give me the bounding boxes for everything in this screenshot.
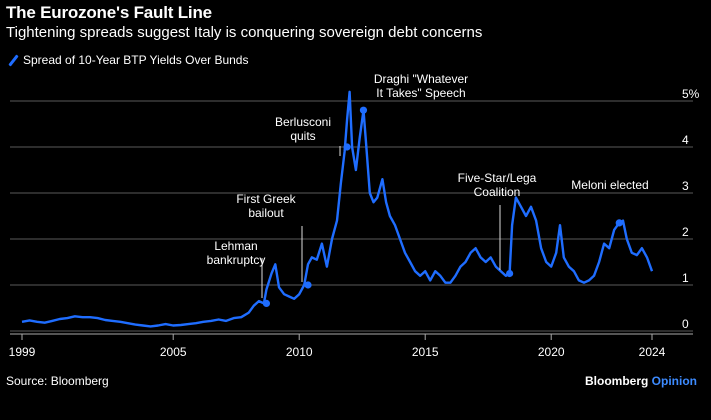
annotation-label-5: Meloni elected [571,178,648,192]
annotation-label-line: Draghi "Whatever [374,72,468,86]
annotation-label-line: Berlusconi [275,115,331,129]
annotation-label-1: First Greek bailout [236,192,296,220]
annotation-label-line: Lehman [214,239,257,253]
annotation-label-line: bailout [248,206,284,220]
x-tick-label-2010: 2010 [286,345,313,359]
annotation-label-line: quits [290,129,315,143]
x-tick-label-2015: 2015 [412,345,439,359]
chart-subtitle: Tightening spreads suggest Italy is conq… [6,24,483,41]
y-tick-label-5: 5% [682,87,700,101]
y-tick-label-1: 1 [682,271,689,285]
annotation-label-line: bankruptcy [207,253,266,267]
annotation-point-3 [359,106,368,114]
x-tick-label-2005: 2005 [160,345,187,359]
legend-label: Spread of 10-Year BTP Yields Over Bunds [23,53,249,67]
annotation-label-line: It Takes" Speech [376,86,465,100]
y-tick-label-4: 4 [682,133,689,147]
y-tick-label-3: 3 [682,179,689,193]
y-tick-label-0: 0 [682,317,689,331]
x-tick-label-2024: 2024 [639,345,666,359]
annotation-point-2 [343,143,351,151]
x-tick-label-2020: 2020 [538,345,565,359]
annotation-label-2: Berlusconi quits [275,115,331,143]
annotation-label-line: Five-Star/Lega [458,171,537,185]
annotation-label-0: Lehman bankruptcy [207,239,266,267]
annotation-label-3: Draghi "Whatever It Takes" Speech [374,72,468,100]
annotation-label-4: Five-Star/Lega Coalition [458,171,537,199]
annotation-point-5 [615,219,623,227]
series-line-btp-spread [21,90,654,328]
annotation-label-line: Meloni elected [571,178,648,192]
annotation-label-line: First Greek [236,192,296,206]
brand-accent: Opinion [651,374,697,388]
brand-logo: Bloomberg Opinion [585,374,697,388]
source-note: Source: Bloomberg [6,374,109,388]
annotation-point-4 [506,269,514,278]
chart-title: The Eurozone's Fault Line [6,3,212,22]
y-tick-label-2: 2 [682,225,689,239]
annotation-point-1 [304,281,312,289]
brand-main: Bloomberg [584,374,649,388]
legend: Spread of 10-Year BTP Yields Over Bunds [8,53,248,67]
annotation-point-0 [262,299,271,307]
x-tick-label-1999: 1999 [9,345,36,359]
annotation-label-line: Coalition [474,185,521,199]
